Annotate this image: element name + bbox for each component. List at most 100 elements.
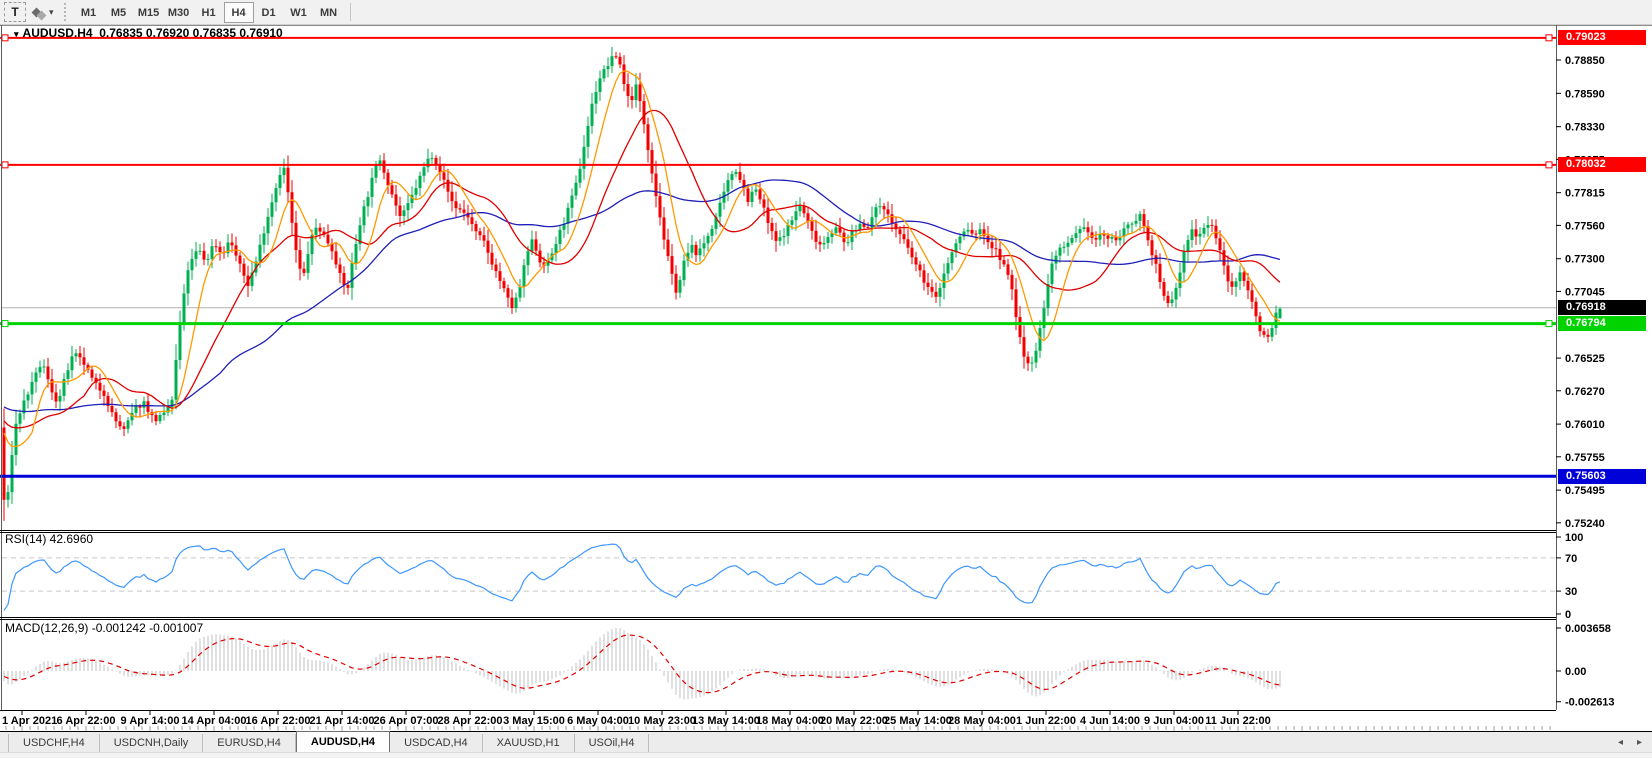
- chart-title: ▾ AUDUSD,H4 0.76835 0.76920 0.76835 0.769…: [4, 26, 283, 40]
- objects-tool-button[interactable]: ▾: [31, 6, 54, 20]
- price-chart-canvas[interactable]: 0.788500.785900.783300.780750.778150.775…: [0, 25, 1652, 731]
- time-axis-label: 11 Jun 22:00: [1205, 715, 1270, 727]
- candle-body: [498, 271, 502, 282]
- time-axis-label: 14 Apr 04:00: [181, 715, 246, 727]
- candle-body: [1122, 228, 1126, 237]
- tab-audusd-h4[interactable]: AUDUSD,H4: [295, 731, 391, 752]
- line-handle[interactable]: [1545, 161, 1553, 169]
- candle-body: [1242, 272, 1246, 281]
- tab-scroll-left-icon[interactable]: ◂: [1617, 736, 1623, 748]
- line-handle[interactable]: [1, 34, 9, 42]
- candle-body: [390, 185, 394, 195]
- timeframe-m1-button[interactable]: M1: [80, 6, 97, 19]
- candle-body: [318, 227, 322, 232]
- candle-body: [430, 158, 434, 160]
- timeframe-m15-button[interactable]: M15: [137, 6, 160, 19]
- candle-body: [1138, 214, 1142, 221]
- candles-layer: [2, 46, 1282, 521]
- candle-body: [1090, 232, 1094, 238]
- timeframe-h4-button[interactable]: H4: [223, 1, 254, 23]
- candle-body: [802, 205, 806, 214]
- candle-body: [2, 427, 6, 500]
- candle-body: [414, 188, 418, 195]
- candle-body: [26, 394, 30, 401]
- candle-body: [462, 209, 466, 213]
- candle-body: [558, 229, 562, 245]
- candle-body: [162, 412, 166, 415]
- tab-xauusd-h1[interactable]: XAUUSD,H1: [483, 734, 575, 752]
- candle-body: [1130, 223, 1134, 225]
- candle-body: [1010, 274, 1014, 290]
- axis-tick-label: 0.77815: [1565, 188, 1605, 200]
- candle-body: [1126, 224, 1130, 229]
- time-axis-label: 25 May 14:00: [884, 715, 952, 727]
- candle-body: [1114, 237, 1118, 241]
- candle-body: [1118, 236, 1122, 241]
- candle-body: [114, 412, 118, 422]
- timeframe-mn-button[interactable]: MN: [319, 6, 338, 19]
- line-handle[interactable]: [1, 161, 9, 169]
- tab-scroll-controls: ◂ ▸: [1604, 732, 1652, 752]
- time-axis-label: 28 May 04:00: [948, 715, 1016, 727]
- axis-tick-label: 0.75240: [1565, 518, 1605, 530]
- candle-body: [706, 235, 710, 244]
- tab-scroll-right-icon[interactable]: ▸: [1636, 736, 1642, 748]
- candle-body: [406, 203, 410, 211]
- candle-body: [738, 171, 742, 180]
- candle-body: [1106, 235, 1110, 239]
- candle-body: [258, 244, 262, 262]
- candle-body: [862, 223, 866, 227]
- candle-body: [686, 252, 690, 261]
- candle-body: [214, 246, 218, 248]
- candle-body: [1086, 227, 1090, 233]
- candle-body: [958, 236, 962, 244]
- candle-body: [170, 399, 174, 407]
- timeframe-m5-button[interactable]: M5: [110, 6, 127, 19]
- timeframe-w1-button[interactable]: W1: [290, 6, 307, 19]
- chart-window: ▾ AUDUSD,H4 0.76835 0.76920 0.76835 0.769…: [0, 25, 1652, 731]
- candle-body: [202, 250, 206, 260]
- candle-body: [274, 188, 278, 203]
- candle-body: [974, 233, 978, 235]
- axis-tick-label: 0.76270: [1565, 386, 1605, 398]
- axis-tick-label: 0.76010: [1565, 419, 1605, 431]
- candle-body: [142, 401, 146, 408]
- timeframe-m30-button[interactable]: M30: [167, 6, 190, 19]
- line-handle[interactable]: [1545, 320, 1553, 328]
- candle-body: [990, 242, 994, 249]
- line-handle[interactable]: [1545, 34, 1553, 42]
- candle-body: [74, 353, 78, 357]
- tab-usdcnh-daily[interactable]: USDCNH,Daily: [100, 734, 204, 752]
- axis-tick-label: 0.78850: [1565, 55, 1605, 67]
- candle-body: [298, 250, 302, 269]
- candle-body: [506, 288, 510, 298]
- candle-body: [174, 360, 178, 400]
- candle-body: [806, 213, 810, 222]
- tab-usoil-h4[interactable]: USOil,H4: [575, 734, 650, 752]
- time-axis-label: 20 May 22:00: [820, 715, 888, 727]
- text-tool-button[interactable]: T: [4, 2, 26, 22]
- candle-body: [474, 223, 478, 232]
- timeframe-d1-button[interactable]: D1: [261, 6, 276, 19]
- tab-usdcad-h4[interactable]: USDCAD,H4: [390, 734, 483, 752]
- line-handle[interactable]: [1, 320, 9, 328]
- timeframe-h1-button[interactable]: H1: [201, 6, 216, 19]
- time-axis-label: 6 Apr 22:00: [57, 715, 116, 727]
- tab-usdchf-h4[interactable]: USDCHF,H4: [8, 734, 100, 752]
- candle-body: [662, 217, 666, 240]
- candle-body: [1146, 225, 1150, 241]
- axis-tick-label: 30: [1565, 586, 1577, 598]
- candle-body: [262, 233, 266, 245]
- candle-body: [762, 199, 766, 208]
- candle-body: [6, 492, 10, 500]
- rsi-line: [3, 543, 1281, 611]
- time-axis-label: 18 May 04:00: [756, 715, 824, 727]
- chart-title-symbol: AUDUSD,H4: [22, 26, 93, 40]
- axis-tick-label: 0.77560: [1565, 220, 1605, 232]
- candle-body: [1074, 233, 1078, 238]
- tab-eurusd-h4[interactable]: EURUSD,H4: [203, 734, 296, 752]
- candle-body: [1110, 237, 1114, 239]
- candle-body: [1054, 255, 1058, 264]
- chevron-down-icon[interactable]: ▾: [49, 6, 54, 17]
- candle-body: [226, 242, 230, 254]
